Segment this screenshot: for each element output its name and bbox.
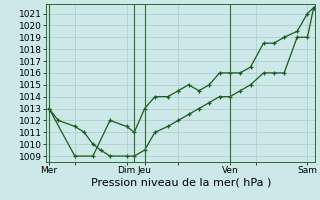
X-axis label: Pression niveau de la mer( hPa ): Pression niveau de la mer( hPa )	[91, 178, 271, 188]
